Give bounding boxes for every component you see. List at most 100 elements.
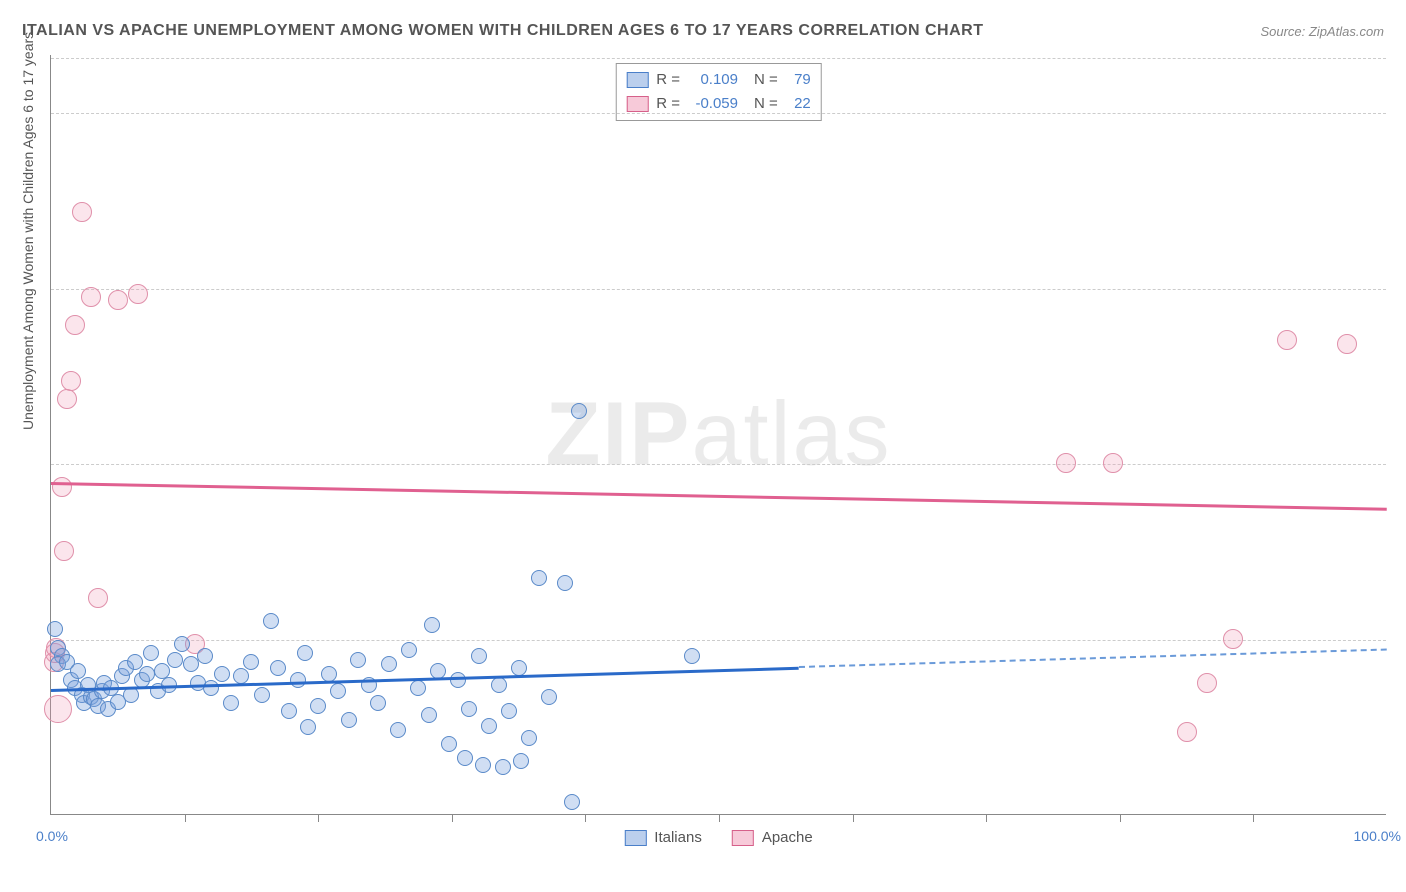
- scatter-point-italians: [541, 689, 557, 705]
- scatter-point-apache: [57, 389, 77, 409]
- gridline: [51, 58, 1386, 59]
- scatter-point-italians: [203, 680, 219, 696]
- scatter-point-italians: [174, 636, 190, 652]
- x-axis-end-label: 100.0%: [1354, 828, 1401, 844]
- r-label: R =: [656, 92, 680, 116]
- scatter-point-italians: [281, 703, 297, 719]
- swatch-pink-icon: [626, 96, 648, 112]
- scatter-point-italians: [330, 683, 346, 699]
- scatter-point-italians: [471, 648, 487, 664]
- scatter-point-apache: [128, 284, 148, 304]
- x-tick: [585, 814, 586, 822]
- scatter-point-italians: [450, 672, 466, 688]
- scatter-point-italians: [270, 660, 286, 676]
- scatter-point-italians: [564, 794, 580, 810]
- scatter-point-italians: [263, 613, 279, 629]
- scatter-point-apache: [81, 287, 101, 307]
- scatter-point-apache: [72, 202, 92, 222]
- gridline: [51, 640, 1386, 641]
- gridline: [51, 289, 1386, 290]
- scatter-point-italians: [167, 652, 183, 668]
- swatch-pink-icon: [732, 830, 754, 846]
- scatter-point-italians: [70, 663, 86, 679]
- scatter-point-apache: [1056, 453, 1076, 473]
- chart-title: ITALIAN VS APACHE UNEMPLOYMENT AMONG WOM…: [22, 22, 984, 40]
- scatter-point-italians: [297, 645, 313, 661]
- scatter-point-italians: [370, 695, 386, 711]
- scatter-point-italians: [410, 680, 426, 696]
- scatter-point-italians: [424, 617, 440, 633]
- trend-line-apache: [51, 482, 1387, 510]
- scatter-point-apache: [52, 477, 72, 497]
- stats-row-blue: R = 0.109 N = 79: [626, 68, 811, 92]
- y-tick-label: 15.0%: [1391, 632, 1406, 648]
- x-tick: [853, 814, 854, 822]
- scatter-point-italians: [139, 666, 155, 682]
- scatter-point-italians: [243, 654, 259, 670]
- bottom-legend: Italians Apache: [624, 829, 812, 846]
- scatter-point-italians: [511, 660, 527, 676]
- scatter-point-italians: [513, 753, 529, 769]
- scatter-point-apache: [54, 541, 74, 561]
- chart-container: ITALIAN VS APACHE UNEMPLOYMENT AMONG WOM…: [0, 0, 1406, 892]
- y-axis-label: Unemployment Among Women with Children A…: [20, 32, 36, 430]
- legend-label-apache: Apache: [762, 829, 813, 846]
- r-value-blue: 0.109: [688, 68, 738, 92]
- n-value-pink: 22: [786, 92, 811, 116]
- scatter-point-italians: [321, 666, 337, 682]
- scatter-point-italians: [401, 642, 417, 658]
- scatter-point-italians: [475, 757, 491, 773]
- watermark: ZIPatlas: [545, 383, 891, 486]
- r-label: R =: [656, 68, 680, 92]
- x-tick: [719, 814, 720, 822]
- scatter-point-italians: [233, 668, 249, 684]
- scatter-point-italians: [557, 575, 573, 591]
- stats-row-pink: R = -0.059 N = 22: [626, 92, 811, 116]
- gridline: [51, 464, 1386, 465]
- scatter-point-apache: [65, 315, 85, 335]
- y-tick-label: 45.0%: [1391, 281, 1406, 297]
- scatter-point-italians: [481, 718, 497, 734]
- n-label: N =: [754, 68, 778, 92]
- y-tick-label: 60.0%: [1391, 105, 1406, 121]
- scatter-point-italians: [501, 703, 517, 719]
- scatter-point-italians: [350, 652, 366, 668]
- scatter-point-apache: [1177, 722, 1197, 742]
- scatter-point-italians: [531, 570, 547, 586]
- x-tick: [1120, 814, 1121, 822]
- plot-area: ZIPatlas R = 0.109 N = 79 R = -0.059 N =…: [50, 55, 1386, 815]
- scatter-point-apache: [61, 371, 81, 391]
- gridline: [51, 113, 1386, 114]
- scatter-point-apache: [108, 290, 128, 310]
- scatter-point-italians: [441, 736, 457, 752]
- scatter-point-italians: [457, 750, 473, 766]
- r-value-pink: -0.059: [688, 92, 738, 116]
- trend-line-italians-dash: [799, 649, 1387, 668]
- legend-item-apache: Apache: [732, 829, 813, 846]
- scatter-point-italians: [214, 666, 230, 682]
- x-tick: [452, 814, 453, 822]
- x-tick: [318, 814, 319, 822]
- legend-label-italians: Italians: [654, 829, 702, 846]
- scatter-point-italians: [521, 730, 537, 746]
- scatter-point-italians: [381, 656, 397, 672]
- source-attribution: Source: ZipAtlas.com: [1260, 24, 1384, 39]
- scatter-point-italians: [143, 645, 159, 661]
- scatter-point-italians: [421, 707, 437, 723]
- scatter-point-apache: [1103, 453, 1123, 473]
- swatch-blue-icon: [624, 830, 646, 846]
- scatter-point-apache: [44, 695, 72, 723]
- x-axis-start-label: 0.0%: [36, 828, 68, 844]
- n-value-blue: 79: [786, 68, 811, 92]
- scatter-point-italians: [310, 698, 326, 714]
- watermark-bold: ZIP: [545, 384, 691, 484]
- scatter-point-apache: [88, 588, 108, 608]
- scatter-point-apache: [1277, 330, 1297, 350]
- scatter-point-italians: [290, 672, 306, 688]
- scatter-point-italians: [390, 722, 406, 738]
- scatter-point-italians: [254, 687, 270, 703]
- scatter-point-italians: [341, 712, 357, 728]
- x-tick: [986, 814, 987, 822]
- scatter-point-apache: [1337, 334, 1357, 354]
- scatter-point-italians: [684, 648, 700, 664]
